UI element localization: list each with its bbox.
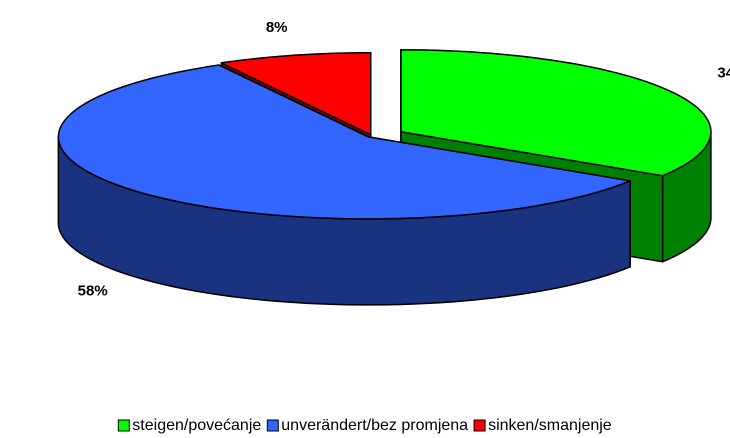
legend-swatch [266,419,279,432]
data-label: 58% [78,282,108,299]
slice-top [57,64,631,220]
slice-top [220,51,372,136]
legend-label: unverändert/bez promjena [281,417,468,434]
slice-top [400,49,712,177]
pie-slice [57,64,631,306]
legend-label: sinken/smanjenje [488,417,612,434]
legend: steigen/povećanje unverändert/bez promjen… [117,417,612,434]
data-label: 8% [266,19,288,36]
pie: 34% 58% 8% [57,19,730,306]
data-label: 34% [717,65,730,82]
legend-label: steigen/povećanje [132,417,261,434]
legend-swatch [117,419,130,432]
legend-swatch [473,419,486,432]
